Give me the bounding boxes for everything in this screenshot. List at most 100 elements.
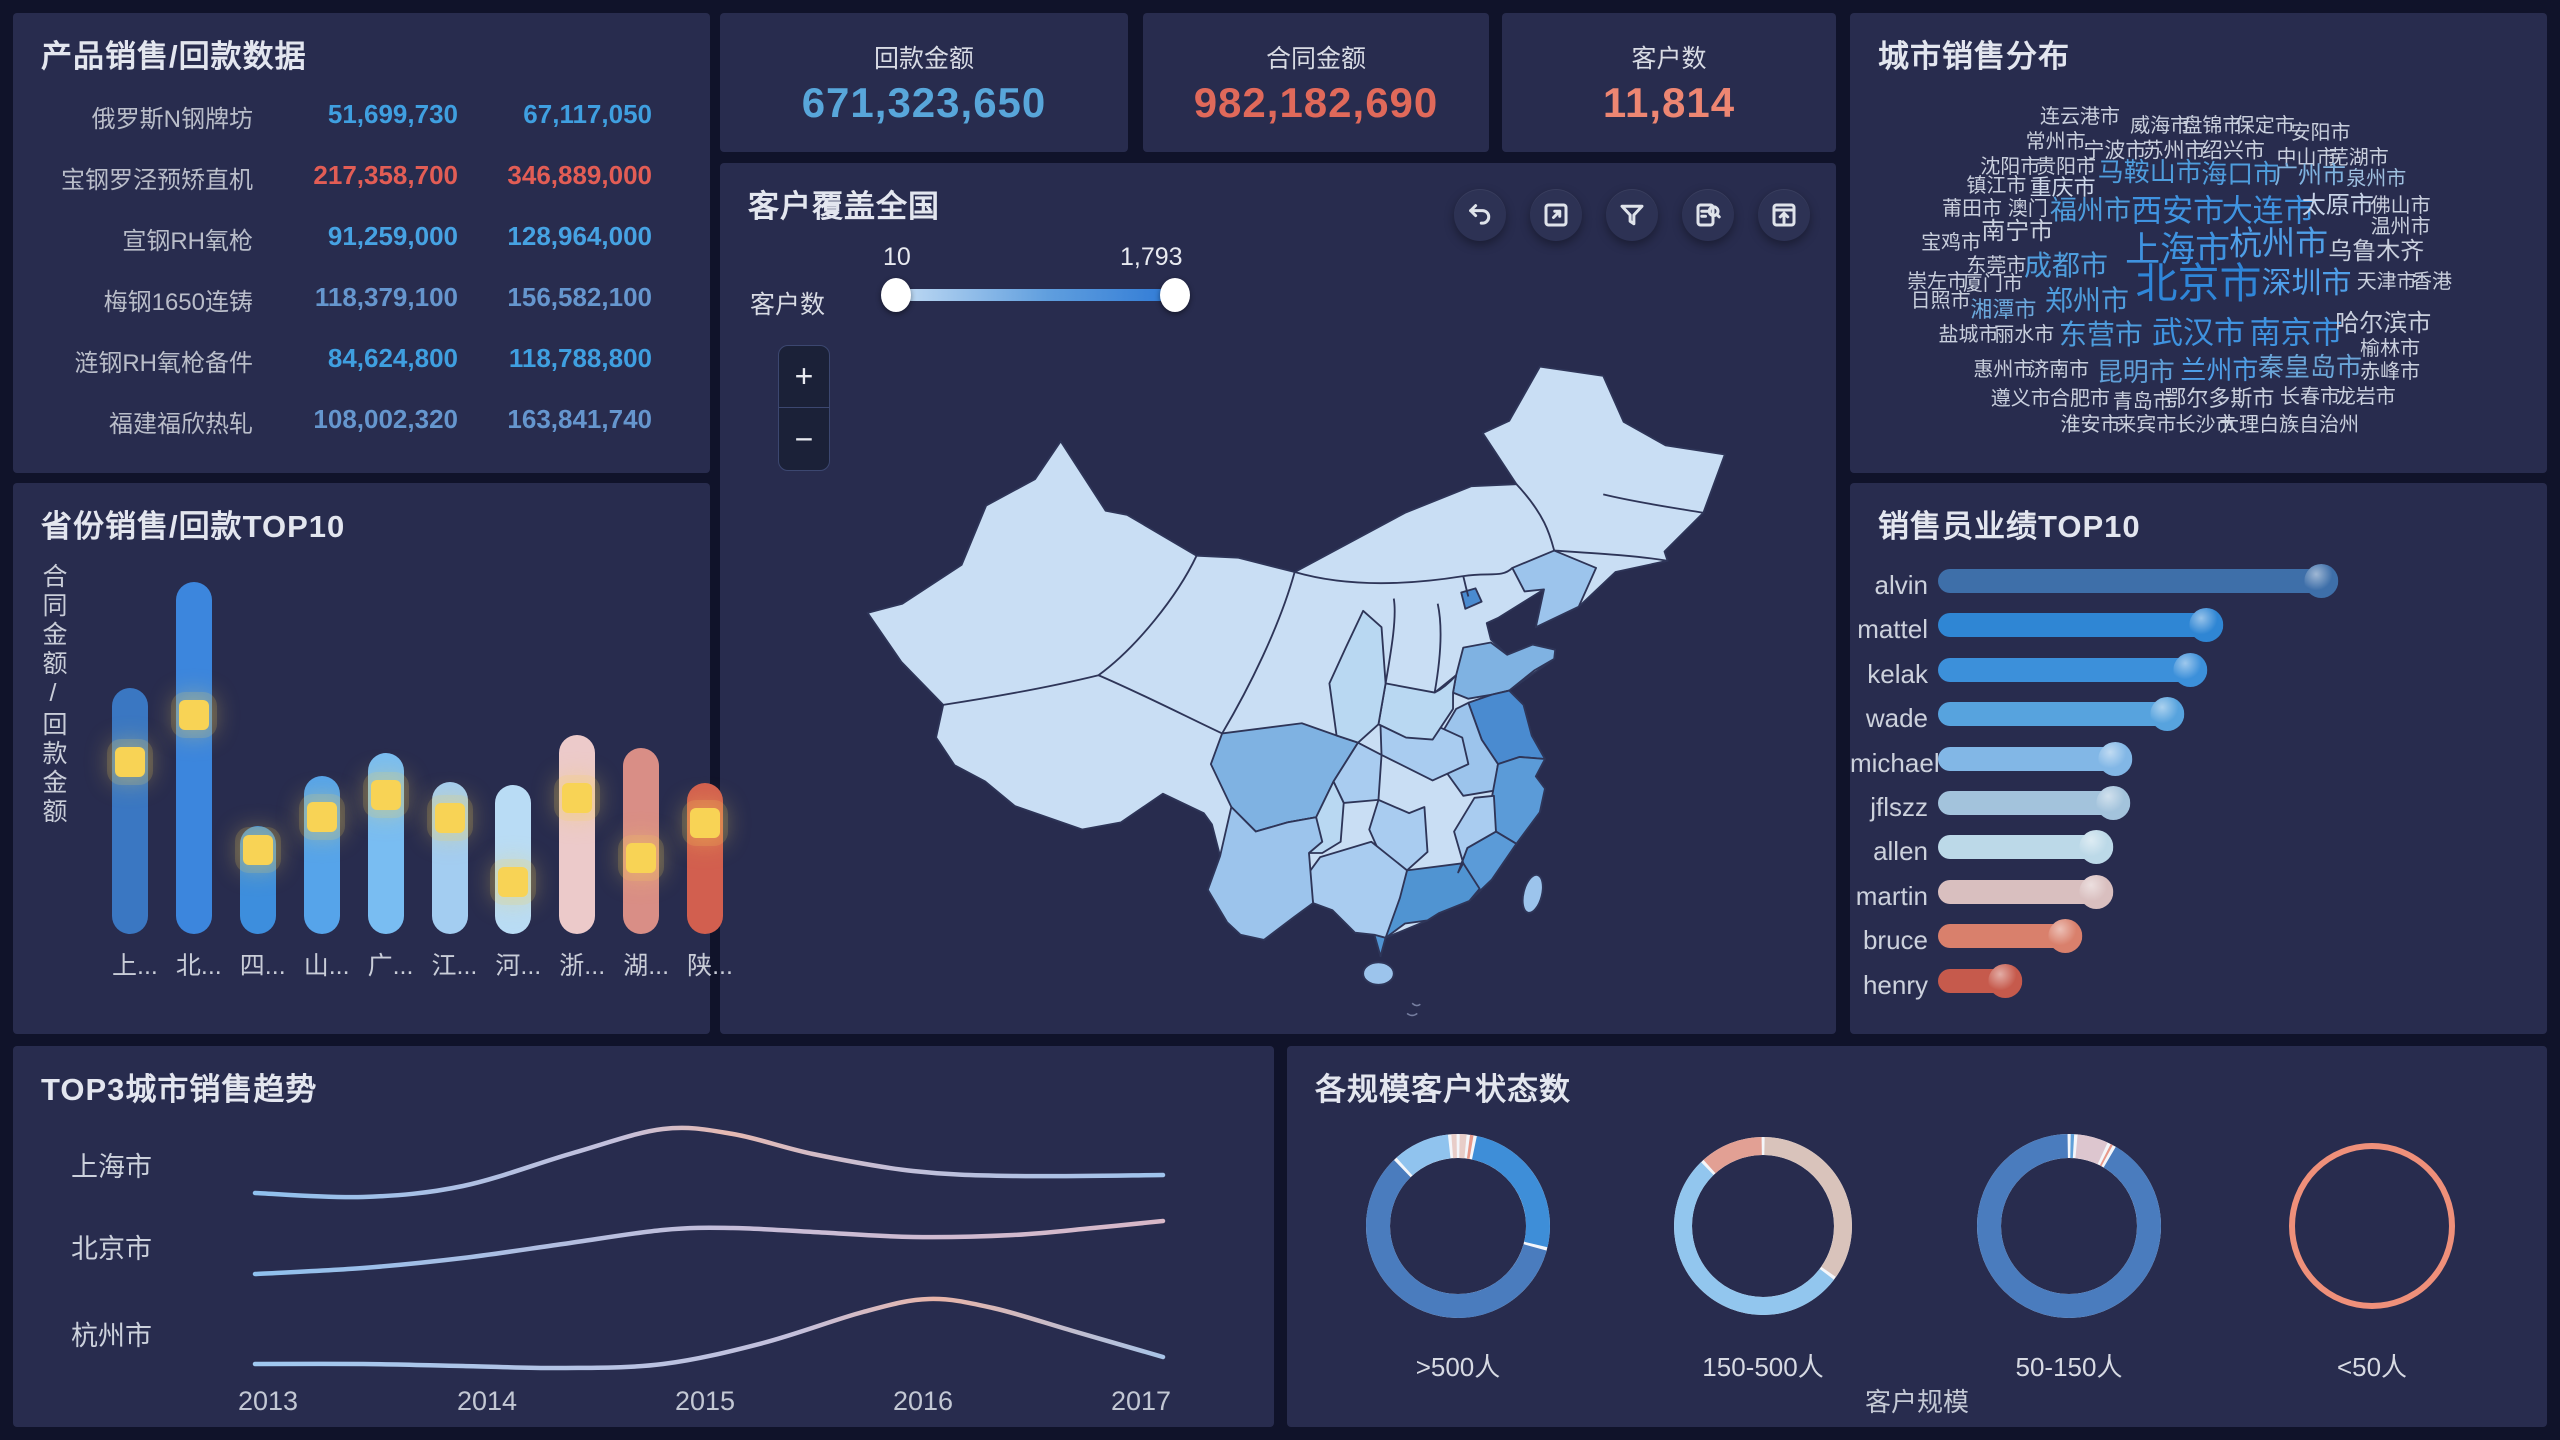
- wordcloud-word: 鄂尔多斯市: [2164, 386, 2275, 412]
- filter-icon[interactable]: [1606, 189, 1658, 241]
- sales-bar: [1938, 879, 2098, 904]
- donut-item: >500人: [1348, 1126, 1568, 1384]
- product-payment-value: 67,117,050: [523, 99, 652, 129]
- sales-bar: [1938, 835, 2098, 860]
- panel-title: 产品销售/回款数据: [41, 39, 307, 74]
- wordcloud-word: 温州市: [2370, 215, 2431, 238]
- product-sales-value: 108,002,320: [313, 404, 458, 434]
- kpi-card-customers: 客户数 11,814: [1502, 13, 1836, 152]
- province-bar-group: 湖...: [623, 549, 669, 980]
- province-marker: [242, 835, 273, 866]
- trend-year-label: 2016: [892, 1386, 954, 1416]
- product-name: 宝钢罗泾预矫直机: [61, 167, 253, 194]
- zoom-out-button[interactable]: −: [794, 420, 814, 457]
- zoom-in-button[interactable]: +: [779, 346, 829, 408]
- wordcloud-word: 武汉市: [2152, 315, 2245, 351]
- sales-bar: [1938, 657, 2193, 682]
- slider-handle-max[interactable]: [1160, 278, 1190, 312]
- province-bar-group: 陕...: [687, 549, 733, 980]
- wordcloud-word: 佛山市: [2370, 195, 2431, 218]
- sales-dot: [2188, 608, 2223, 643]
- wordcloud-word: 乌鲁木齐: [2328, 238, 2425, 266]
- panel-province-top10: 省份销售/回款TOP10 合同金额/回款金额 上... 北... 四... 山... 广…: [13, 483, 733, 1034]
- wordcloud-word: 盐城市: [1938, 324, 1999, 346]
- wordcloud-word: 日照市: [1910, 289, 1971, 312]
- panel-title: 城市销售分布: [1878, 39, 2070, 74]
- wordcloud-word: 丽水市: [1994, 324, 2055, 346]
- wordcloud-canvas: 连云港市 威海市 盘锦市 保定市 安阳市 常州市 宁波市 苏州市 绍兴市 中山市 芜湖市 沈阳市 贵阳市…: [1850, 13, 2547, 473]
- product-row: 涟钢RH氧枪备件 84,624,800 118,788,800: [13, 343, 710, 383]
- wordcloud-word: 苏州市: [2142, 139, 2206, 163]
- product-row: 宝钢罗泾预矫直机 217,358,700 346,889,000: [13, 160, 710, 200]
- province-bar: [495, 785, 532, 934]
- panel-title: 销售员业绩TOP10: [1878, 509, 2141, 544]
- open-new-icon[interactable]: [1530, 189, 1582, 241]
- sales-bars: alvin mattel kelak wade michael jflszz allen ma…: [1850, 564, 2547, 1019]
- wordcloud-word: 长春市: [2280, 386, 2341, 409]
- province-bar-group: 上...: [112, 549, 158, 980]
- product-payment-value: 163,841,740: [507, 404, 652, 434]
- wordcloud-word: 广州市: [2274, 162, 2347, 190]
- province-marker: [434, 803, 465, 834]
- kpi-value: 982,182,690: [1193, 79, 1439, 126]
- sales-bar: [1938, 702, 2169, 727]
- wordcloud-word: 赤峰市: [2360, 360, 2421, 383]
- donut-label: 150-500人: [1702, 1352, 1824, 1382]
- donut-chart: [1674, 1137, 1852, 1315]
- province-label: 四...: [239, 952, 286, 980]
- province-bar-group: 山...: [303, 549, 350, 980]
- product-sales-value: 84,624,800: [327, 343, 458, 373]
- province-bars: 上... 北... 四... 山... 广... 江... 河... 浙... 湖... 陕...: [71, 549, 733, 980]
- product-payment-value: 156,582,100: [507, 282, 652, 312]
- wordcloud-word: 长沙市: [2175, 413, 2236, 436]
- sales-name: allen: [1873, 836, 1928, 867]
- wordcloud-word: 福州市: [2049, 195, 2131, 226]
- kpi-label: 合同金额: [1265, 45, 1366, 73]
- province-label: 广...: [367, 952, 414, 980]
- china-map: [866, 365, 1726, 1017]
- wordcloud-word: 马鞍山市: [2097, 156, 2202, 187]
- wordcloud-word: 大理白族自治州: [2219, 413, 2360, 436]
- wordcloud-word: 大连市: [2221, 193, 2315, 229]
- province-bar-group: 四...: [239, 549, 286, 980]
- product-payment-value: 118,788,800: [508, 343, 652, 373]
- province-marker: [178, 699, 209, 730]
- map-toolbar: [1454, 189, 1810, 241]
- undo-icon[interactable]: [1454, 189, 1506, 241]
- province-bar: [112, 687, 148, 934]
- panel-customer-status: 各规模客户状态数 >500人 150-500人 50-150人 <50人 客户规模: [1287, 1046, 2547, 1427]
- wordcloud-word: 昆明市: [2096, 356, 2175, 387]
- export-icon[interactable]: [1758, 189, 1810, 241]
- slider-track[interactable]: [895, 289, 1175, 301]
- trend-line: [252, 1296, 1166, 1371]
- sales-bar: [1938, 924, 2067, 949]
- sales-row: kelak: [1850, 652, 2547, 692]
- trend-line: [252, 1125, 1166, 1200]
- sales-row: alvin: [1850, 564, 2547, 603]
- sales-dot: [2150, 697, 2185, 732]
- donut-chart: [1366, 1134, 1550, 1318]
- trend-year-label: 2015: [674, 1386, 736, 1416]
- wordcloud-word: 宁波市: [2083, 139, 2147, 163]
- province-bar-group: 北...: [175, 549, 222, 980]
- wordcloud-word: 榆林市: [2360, 337, 2421, 360]
- wordcloud-word: 哈尔滨市: [2335, 309, 2432, 337]
- province-bar: [303, 776, 340, 934]
- sales-row: mattel: [1850, 608, 2547, 647]
- wordcloud-word: 成都市: [2024, 250, 2109, 281]
- sales-bar: [1938, 746, 2118, 771]
- kpi-label: 回款金额: [873, 45, 974, 73]
- product-sales-value: 217,358,700: [313, 160, 458, 190]
- sales-dot: [1988, 963, 2023, 998]
- data-view-icon[interactable]: [1682, 189, 1734, 241]
- product-payment-value: 346,889,000: [507, 160, 652, 190]
- wordcloud-word: 保定市: [2234, 114, 2295, 137]
- province-bar: [559, 734, 596, 934]
- wordcloud-word: 杭州市: [2229, 224, 2329, 262]
- slider-min-value: 10: [883, 243, 911, 271]
- wordcloud-word: 秦皇岛市: [2258, 352, 2363, 383]
- donut-item: <50人: [2262, 1126, 2482, 1384]
- wordcloud-word: 泉州市: [2346, 167, 2407, 190]
- slider-handle-min[interactable]: [881, 278, 911, 312]
- kpi-value: 11,814: [1602, 79, 1736, 126]
